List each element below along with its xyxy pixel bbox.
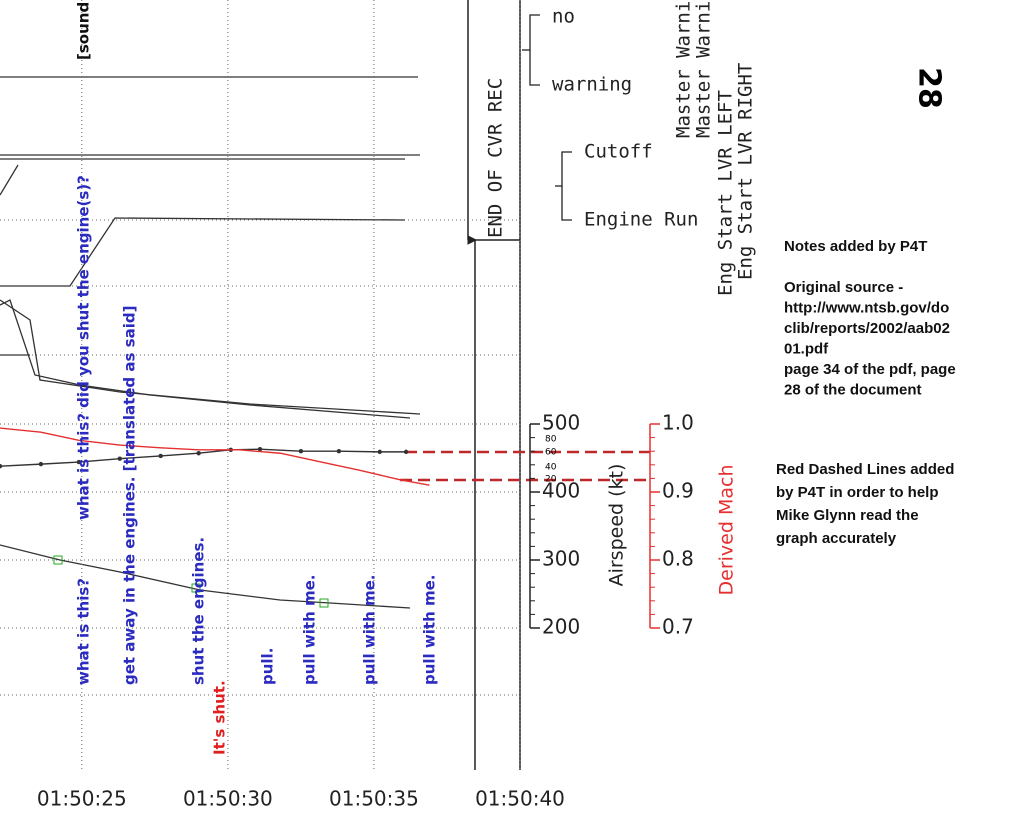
x-tick-label: 01:50:25 — [37, 787, 127, 811]
page-number: 28 — [912, 67, 947, 109]
grid — [0, 219, 520, 696]
note-line: 01.pdf — [784, 340, 829, 357]
note-line: Original source - — [784, 279, 903, 296]
annotation: shut the engines. — [190, 537, 208, 685]
discrete-label: Master Warnin — [673, 0, 695, 138]
annotation: what is this? did you shut the engine(s)… — [75, 175, 93, 520]
note-line: page 34 of the pdf, page — [784, 361, 956, 378]
end-label: END OF CVR REC — [485, 78, 507, 238]
point — [38, 461, 44, 467]
annotation: get away in the engines. [translated as … — [121, 306, 139, 685]
discrete-label: no — [552, 6, 575, 28]
note-line: Red Dashed Lines added — [776, 461, 954, 478]
y-axis-label: Airspeed (kt) — [606, 464, 628, 587]
annotation: pull. — [259, 648, 277, 685]
annotation: It's shut. — [211, 680, 229, 755]
y-tick-label: 500 — [542, 411, 580, 435]
note-line: 28 of the document — [784, 381, 922, 398]
dash-label: 40 — [545, 463, 557, 473]
note-line: http://www.ntsb.gov/do — [784, 299, 949, 316]
point — [336, 449, 342, 454]
point — [76, 459, 82, 465]
y-tick-label: 0.9 — [662, 479, 694, 503]
discrete-label: Cutoff — [584, 141, 653, 163]
y-tick-label: 0.8 — [662, 547, 694, 571]
y-tick-label: 0.7 — [662, 615, 694, 639]
discrete-label: Engine Run — [584, 209, 698, 231]
discrete-label: Eng Start LVR RIGHT — [735, 63, 757, 280]
annotation: pull with me. — [301, 575, 319, 686]
note-line: clib/reports/2002/aab02 — [784, 320, 950, 337]
discrete-label: Master Warnin — [693, 0, 715, 138]
point — [298, 449, 304, 454]
y-tick-label: 400 — [542, 479, 580, 503]
series-line — [0, 427, 430, 486]
point — [257, 446, 263, 452]
x-tick-label: 01:50:40 — [475, 787, 565, 811]
note-line: Mike Glynn read the — [776, 507, 919, 524]
y-tick-label: 200 — [542, 615, 580, 639]
discrete-label: Eng Start LVR LEFT — [715, 90, 737, 296]
discrete-label: warning — [552, 74, 632, 96]
point — [403, 449, 409, 455]
discrete-brackets — [522, 14, 572, 221]
dash-label: 80 — [545, 435, 557, 445]
annotation: what is this? — [75, 578, 93, 685]
note-line: by P4T in order to help — [776, 484, 939, 501]
dash-label: 20 — [545, 475, 557, 485]
annotation: pull with me. — [421, 575, 439, 686]
note-line: graph accurately — [776, 530, 897, 547]
x-tick-label: 01:50:35 — [329, 787, 419, 811]
point — [377, 449, 382, 455]
x-tick-label: 01:50:30 — [183, 787, 273, 811]
helper-lines — [400, 450, 650, 482]
point — [196, 451, 201, 456]
y2-axis-label: Derived Mach — [716, 465, 738, 596]
point — [117, 456, 122, 461]
point — [158, 453, 163, 459]
annotation: [sound — [75, 2, 93, 60]
series-line — [0, 448, 407, 467]
point — [0, 463, 3, 469]
other-traces — [0, 76, 421, 609]
annotation: pull with me. — [361, 575, 379, 686]
y-tick-label: 1.0 — [662, 411, 694, 435]
y-tick-label: 300 — [542, 547, 580, 571]
dash-label: 60 — [545, 448, 557, 458]
note-line: Notes added by P4T — [784, 238, 927, 255]
